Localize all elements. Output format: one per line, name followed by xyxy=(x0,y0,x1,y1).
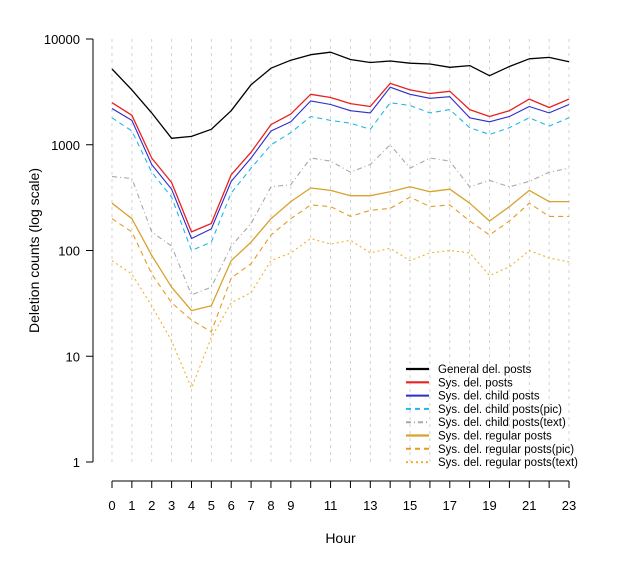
x-tick-label: 8 xyxy=(267,498,274,513)
legend-label: Sys. del. regular posts xyxy=(438,431,552,443)
series-line xyxy=(111,196,569,333)
x-axis: 0 1 2 3 4 5 6 7 8 9 11 13 15 17 19 21 23 xyxy=(108,480,576,513)
x-tick-label: 13 xyxy=(363,498,377,513)
series-line xyxy=(111,237,570,389)
y-axis: 1 10 100 1000 10000 xyxy=(44,32,94,470)
x-tick-label: 7 xyxy=(247,498,254,513)
vertical-grid xyxy=(111,39,570,462)
x-tick-label: 0 xyxy=(108,498,115,513)
legend-label: Sys. del. child posts(text) xyxy=(438,417,566,429)
x-tick-label: 6 xyxy=(228,498,235,513)
y-tick-label: 10 xyxy=(66,349,80,364)
x-tick-label: 19 xyxy=(482,498,496,513)
x-tick-label: 17 xyxy=(443,498,457,513)
x-tick-label: 4 xyxy=(188,498,195,513)
x-tick-label: 5 xyxy=(208,498,215,513)
y-tick-label: 1 xyxy=(73,455,80,470)
series-line xyxy=(111,102,570,252)
series-lines xyxy=(111,51,570,389)
series-line xyxy=(111,144,570,296)
x-tick-label: 21 xyxy=(522,498,536,513)
x-axis-title: Hour xyxy=(325,530,356,546)
series-line xyxy=(111,82,570,233)
legend-label: Sys. del. child posts(pic) xyxy=(438,404,562,416)
x-tick-label: 1 xyxy=(128,498,135,513)
x-tick-label: 15 xyxy=(403,498,417,513)
legend-label: Sys. del. posts xyxy=(438,377,513,389)
y-axis-title: Deletion counts (log scale) xyxy=(26,168,42,333)
x-tick-label: 23 xyxy=(562,498,576,513)
legend-label: General del. posts xyxy=(438,364,532,376)
x-tick-label: 9 xyxy=(287,498,294,513)
series-line xyxy=(111,51,570,139)
legend-label: Sys. del. child posts xyxy=(438,391,540,403)
series-line xyxy=(111,86,570,240)
series-line xyxy=(111,186,569,312)
y-tick-label: 100 xyxy=(58,244,80,259)
legend-label: Sys. del. regular posts(text) xyxy=(438,457,578,469)
y-tick-label: 10000 xyxy=(44,32,80,47)
x-tick-label: 2 xyxy=(148,498,155,513)
legend-label: Sys. del. regular posts(pic) xyxy=(438,444,574,456)
x-tick-label: 3 xyxy=(168,498,175,513)
x-tick-label: 11 xyxy=(324,498,338,513)
y-tick-label: 1000 xyxy=(51,138,80,153)
